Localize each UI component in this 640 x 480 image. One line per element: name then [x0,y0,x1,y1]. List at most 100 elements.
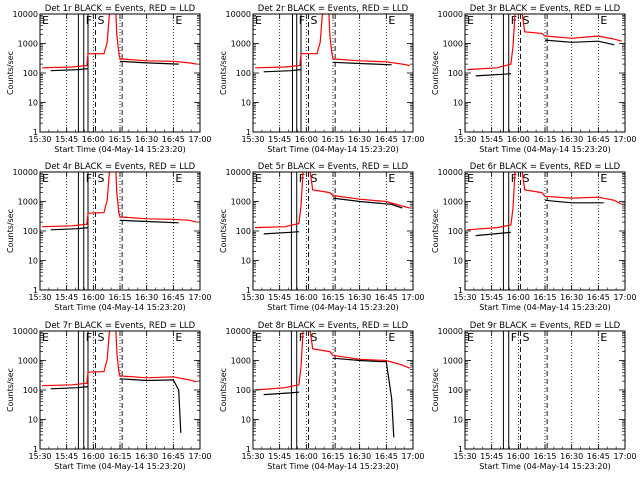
x-tick-label: 16:15 [108,452,131,461]
x-tick-label: 16:30 [560,452,583,461]
x-tick-label: 15:45 [480,135,503,144]
x-tick-label: 15:30 [241,293,264,302]
x-tick-label: 16:00 [295,293,318,302]
x-axis-label: Start Time (04-May-14 15:23:20) [54,303,185,312]
y-tick-label: 1 [246,128,251,137]
events-rate-line [544,39,615,46]
x-axis-label: Start Time (04-May-14 15:23:20) [54,145,185,154]
y-tick-label: 1 [246,445,251,454]
flag-label: F [299,331,305,344]
events-rate-line [263,231,299,235]
flag-label: S [310,14,317,27]
x-tick-label: 16:45 [375,135,398,144]
flag-label: S [97,14,104,27]
y-tick-label: 100 [23,227,38,236]
x-tick-label: 17:00 [188,293,211,302]
flag-label: S [522,331,529,344]
y-tick-label: 1000 [18,40,38,49]
x-tick-label: 15:30 [241,135,264,144]
panel-title: Det 6r BLACK = Events, RED = LLD [470,162,621,172]
flag-label: S [310,172,317,185]
x-tick-label: 16:45 [587,293,610,302]
x-tick-label: 17:00 [188,452,211,461]
panel-title: Det 3r BLACK = Events, RED = LLD [470,4,621,14]
x-tick-label: 15:45 [268,135,291,144]
x-tick-label: 17:00 [188,135,211,144]
panel-title: Det 5r BLACK = Events, RED = LLD [258,162,409,172]
x-tick-label: 16:00 [295,452,318,461]
flag-label: F [511,14,517,27]
y-tick-label: 1000 [231,357,251,366]
plot-frame [252,171,414,291]
x-tick-label: 16:15 [533,135,556,144]
y-axis-label: Counts/sec [6,368,15,412]
flag-label: F [511,331,517,344]
events-rate-line [50,386,89,390]
x-tick-label: 16:30 [560,293,583,302]
plot-frame [252,330,414,450]
x-tick-label: 16:15 [321,452,344,461]
x-tick-label: 16:15 [108,293,131,302]
y-tick-label: 1000 [231,198,251,207]
events-rate-line [263,391,299,396]
flag-label: F [86,14,92,27]
events-rate-line [119,60,179,65]
flag-label: E [600,14,607,27]
y-tick-label: 10 [241,257,251,266]
y-tick-label: 10000 [438,327,463,336]
y-tick-label: 1 [458,445,463,454]
y-axis-label: Counts/sec [6,209,15,253]
y-tick-label: 100 [448,386,463,395]
x-tick-label: 16:45 [162,452,185,461]
y-axis-label: Counts/sec [431,368,440,412]
y-tick-label: 1000 [443,198,463,207]
y-tick-label: 10 [453,99,463,108]
x-tick-label: 17:00 [613,293,636,302]
x-tick-label: 15:45 [268,452,291,461]
flag-label: F [299,14,305,27]
x-tick-label: 16:45 [587,135,610,144]
x-tick-label: 15:30 [28,293,51,302]
y-tick-label: 10 [28,257,38,266]
y-tick-label: 10000 [438,10,463,19]
x-tick-label: 16:15 [533,452,556,461]
x-tick-label: 16:00 [295,135,318,144]
flag-label: F [299,172,305,185]
x-tick-label: 16:00 [82,135,105,144]
y-tick-label: 100 [236,69,251,78]
x-tick-label: 16:15 [533,293,556,302]
panel-title: Det 8r BLACK = Events, RED = LLD [258,321,409,331]
lld-rate-line [42,331,197,387]
x-tick-label: 16:30 [348,135,371,144]
x-tick-label: 16:15 [321,293,344,302]
flag-label: E [42,14,49,27]
lld-rate-line [42,172,197,228]
y-axis-label: Counts/sec [219,368,228,412]
panel-title: Det 9r BLACK = Events, RED = LLD [470,321,621,331]
x-tick-label: 16:00 [507,135,530,144]
x-tick-label: 15:45 [55,452,78,461]
y-axis-label: Counts/sec [219,51,228,95]
x-tick-label: 16:00 [507,452,530,461]
x-tick-label: 15:30 [28,452,51,461]
events-rate-line [119,378,182,433]
flag-label: E [255,14,262,27]
flag-label: S [522,172,529,185]
plot-frame [39,171,201,291]
flag-label: E [467,14,474,27]
x-tick-label: 15:45 [480,452,503,461]
flag-label: E [467,172,474,185]
plot-frame [464,13,626,133]
flag-label: E [388,331,395,344]
events-rate-line [332,61,392,66]
panel-title: Det 1r BLACK = Events, RED = LLD [45,4,196,14]
x-tick-label: 16:45 [162,135,185,144]
y-tick-label: 1000 [18,198,38,207]
flag-label: E [388,172,395,185]
flag-label: E [467,331,474,344]
y-tick-label: 100 [236,386,251,395]
y-tick-label: 1000 [443,357,463,366]
y-tick-label: 1 [33,128,38,137]
